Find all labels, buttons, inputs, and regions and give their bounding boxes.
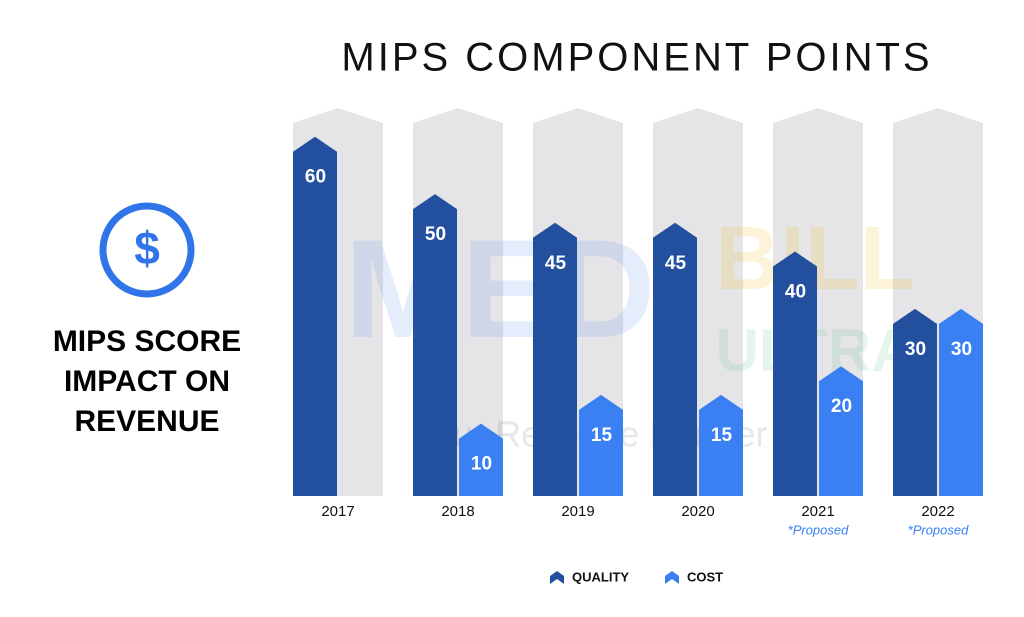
- x-tick-label: 2018: [441, 503, 474, 520]
- bar: [653, 222, 697, 496]
- bar: [819, 366, 863, 496]
- x-tick-label: 2020: [681, 503, 714, 520]
- bar: [533, 222, 577, 496]
- chart-title: MIPS COMPONENT POINTS: [341, 36, 932, 80]
- bar: [773, 251, 817, 496]
- value-label: 30: [905, 339, 926, 360]
- x-tick-label: 2021: [801, 503, 834, 520]
- bar: [413, 194, 457, 497]
- legend-label: COST: [687, 569, 723, 584]
- bar: [939, 308, 983, 496]
- legend-label: QUALITY: [572, 569, 629, 584]
- category-note: *Proposed: [788, 522, 849, 537]
- side-text: IMPACT ON: [64, 365, 230, 398]
- value-label: 30: [951, 339, 972, 360]
- bar: [893, 308, 937, 496]
- bar: [579, 394, 623, 496]
- x-tick-label: 2022: [921, 503, 954, 520]
- watermark: MED: [344, 210, 655, 367]
- dollar-icon: [99, 202, 195, 298]
- x-tick-label: 2017: [321, 503, 354, 520]
- dollar-symbol: $: [134, 222, 160, 274]
- category-note: *Proposed: [908, 522, 969, 537]
- side-text: MIPS SCORE: [53, 325, 241, 358]
- bar: [293, 136, 337, 496]
- value-label: 40: [785, 281, 806, 302]
- value-label: 15: [591, 425, 613, 446]
- value-label: 45: [665, 253, 687, 274]
- bar: [699, 394, 743, 496]
- legend-swatch: [665, 571, 679, 584]
- value-label: 15: [711, 425, 733, 446]
- x-tick-label: 2019: [561, 503, 594, 520]
- bar: [459, 423, 503, 496]
- value-label: 50: [425, 224, 446, 245]
- value-label: 20: [831, 396, 852, 417]
- legend-swatch: [550, 571, 564, 584]
- value-label: 60: [305, 167, 326, 188]
- value-label: 10: [471, 454, 492, 475]
- side-text: REVENUE: [74, 405, 219, 438]
- value-label: 45: [545, 253, 567, 274]
